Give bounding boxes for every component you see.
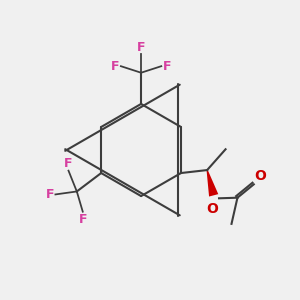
Text: F: F bbox=[137, 41, 145, 54]
Text: F: F bbox=[46, 188, 54, 201]
Text: F: F bbox=[111, 60, 120, 73]
Polygon shape bbox=[207, 170, 218, 196]
Text: F: F bbox=[79, 213, 87, 226]
Text: O: O bbox=[206, 202, 218, 216]
Text: F: F bbox=[64, 157, 73, 170]
Text: O: O bbox=[254, 169, 266, 183]
Text: F: F bbox=[163, 60, 171, 73]
